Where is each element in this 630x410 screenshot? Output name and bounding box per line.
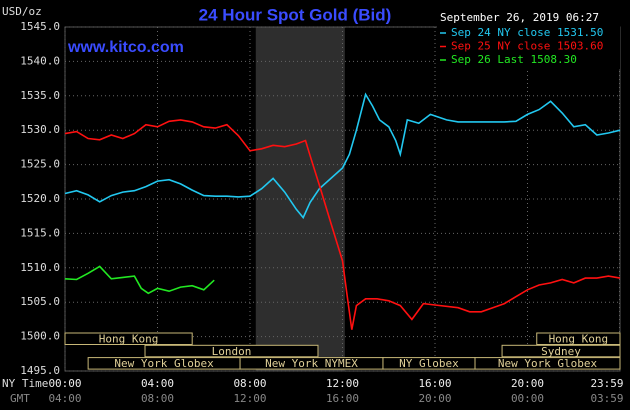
session-box — [144, 344, 319, 358]
session-label: Sydney — [541, 345, 581, 358]
x-tick-label: 00:00 — [48, 377, 81, 390]
x2-tick-label: 03:59 — [590, 392, 623, 405]
legend-box — [437, 9, 620, 69]
x2-tick-label: 16:00 — [326, 392, 359, 405]
x2-tick-label: 20:00 — [418, 392, 451, 405]
x2-tick-label: 08:00 — [141, 392, 174, 405]
x-tick-label: 04:00 — [141, 377, 174, 390]
session-label: New York NYMEX — [265, 357, 358, 370]
y-tick-label: 1540.0 — [20, 54, 60, 67]
legend-label: Sep 24 NY close 1531.50 — [451, 26, 603, 39]
x2-tick-label: 12:00 — [233, 392, 266, 405]
series-line — [64, 119, 621, 330]
session-box — [501, 344, 621, 358]
session-box — [474, 357, 621, 370]
x-tick-label: 16:00 — [418, 377, 451, 390]
y-axis-label: USD/oz — [2, 5, 42, 18]
x-axis-label: NY Time — [2, 377, 48, 390]
y-tick-label: 1520.0 — [20, 192, 60, 205]
x-tick-label: 20:00 — [511, 377, 544, 390]
legend-label: Sep 26 Last 1508.30 — [451, 53, 577, 66]
y-tick-label: 1545.0 — [20, 20, 60, 33]
session-label: Hong Kong — [549, 333, 609, 346]
session-box — [536, 332, 621, 345]
y-tick-label: 1495.0 — [20, 364, 60, 377]
series-line — [64, 92, 621, 220]
session-label: NY Globex — [399, 357, 459, 370]
y-tick-label: 1525.0 — [20, 158, 60, 171]
chart-title: 24 Hour Spot Gold (Bid) — [199, 5, 392, 24]
timestamp: September 26, 2019 06:27 — [440, 11, 599, 24]
y-tick-label: 1530.0 — [20, 123, 60, 136]
y-tick-label: 1515.0 — [20, 226, 60, 239]
x-tick-label: 08:00 — [233, 377, 266, 390]
legend-label: Sep 25 NY close 1503.60 — [451, 40, 603, 53]
x-tick-label: 23:59 — [590, 377, 623, 390]
x2-axis-label: GMT — [10, 392, 30, 405]
series-line — [64, 265, 215, 295]
y-tick-label: 1505.0 — [20, 295, 60, 308]
y-tick-label: 1535.0 — [20, 89, 60, 102]
session-box — [64, 332, 193, 345]
y-tick-label: 1500.0 — [20, 330, 60, 343]
watermark: www.kitco.com — [67, 39, 184, 56]
session-label: New York Globex — [114, 357, 214, 370]
y-tick-label: 1510.0 — [20, 261, 60, 274]
session-label: Hong Kong — [99, 333, 159, 346]
session-label: London — [212, 345, 252, 358]
session-label: New York Globex — [498, 357, 598, 370]
x2-tick-label: 04:00 — [48, 392, 81, 405]
x-tick-label: 12:00 — [326, 377, 359, 390]
x2-tick-label: 00:00 — [511, 392, 544, 405]
